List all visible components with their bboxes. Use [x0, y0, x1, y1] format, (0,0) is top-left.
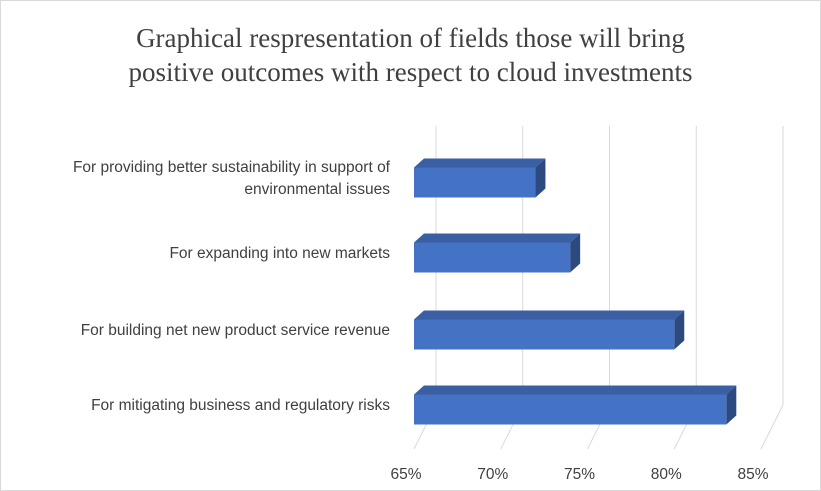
chart-title: Graphical respresentation of fields thos…	[1, 21, 820, 89]
bar-2	[414, 319, 675, 350]
chart-title-line-1: Graphical respresentation of fields thos…	[136, 23, 685, 53]
tick-label-1: 70%	[477, 466, 508, 483]
category-label-3: For mitigating business and regulatory r…	[91, 397, 390, 414]
category-label-2: For building net new product service rev…	[81, 322, 390, 339]
bar-0	[414, 167, 536, 198]
bar-top-2	[414, 310, 685, 320]
tick-label-0: 65%	[390, 466, 421, 483]
bar-top-1	[414, 233, 581, 243]
category-label-0-line-2: environmental issues	[244, 181, 390, 198]
bar-3	[414, 394, 727, 425]
category-label-0-line-1: For providing better sustainability in s…	[73, 159, 391, 176]
bar-side-3	[726, 385, 737, 425]
bar-top-3	[414, 385, 737, 395]
tick-label-2: 75%	[564, 466, 595, 483]
tick-label-4: 85%	[737, 466, 768, 483]
bar-side-2	[674, 310, 685, 350]
bar-side-0	[535, 158, 546, 198]
tick-label-3: 80%	[651, 466, 682, 483]
bar-top-0	[414, 158, 546, 168]
bar-1	[414, 242, 571, 273]
chart-title-line-2: positive outcomes with respect to cloud …	[128, 57, 693, 87]
floor-gridline-4	[760, 404, 784, 450]
bar-side-1	[570, 233, 581, 273]
category-label-1: For expanding into new markets	[169, 245, 390, 262]
